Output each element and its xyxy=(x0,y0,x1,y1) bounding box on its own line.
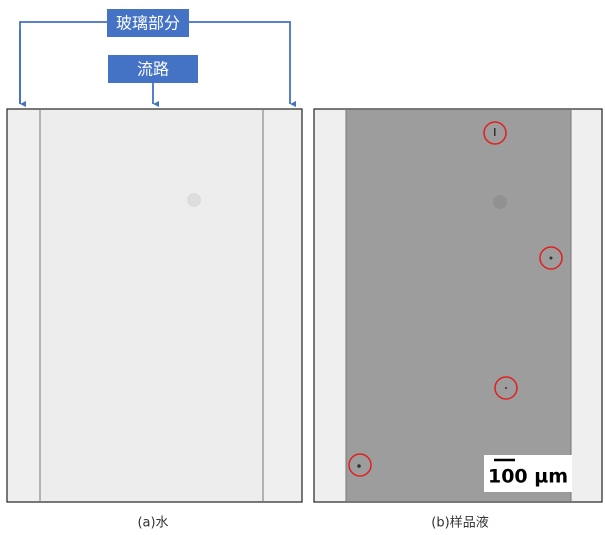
caption-b: (b)样品液 xyxy=(431,516,488,531)
label-channel: 流路 xyxy=(137,60,169,79)
image-sample: 100 µm xyxy=(314,109,602,502)
image-water xyxy=(7,109,302,502)
scale-bar-label: 100 µm xyxy=(488,466,568,488)
figure: 100 µm 玻璃部分 流路 (a)水 (b)样品液 xyxy=(0,0,605,535)
caption-a: (a)水 xyxy=(137,516,168,531)
figure-canvas: 100 µm 玻璃部分 流路 (a)水 (b)样品液 xyxy=(0,0,605,535)
label-glass: 玻璃部分 xyxy=(116,14,180,33)
